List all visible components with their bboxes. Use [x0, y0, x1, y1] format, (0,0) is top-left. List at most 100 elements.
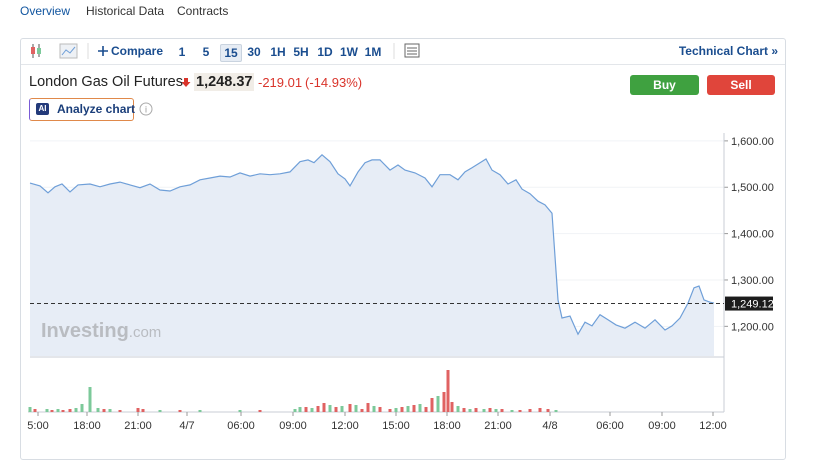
- volume-bar: [474, 408, 478, 412]
- volume-bar: [328, 405, 332, 412]
- volume-bar: [56, 409, 60, 412]
- info-icon[interactable]: [139, 102, 153, 116]
- toolbar-divider: [21, 64, 785, 65]
- interval-button[interactable]: 5H: [293, 45, 309, 59]
- down-arrow: [181, 78, 191, 87]
- x-tick-label: 15:00: [382, 420, 410, 432]
- watermark-brand: Investing: [41, 320, 129, 342]
- last-price-label: 1,249.12: [731, 299, 774, 311]
- volume-bar: [518, 410, 522, 412]
- volume-bar: [28, 407, 32, 412]
- interval-button[interactable]: 1H: [270, 45, 286, 59]
- y-tick-label: 1,300.00: [731, 275, 774, 287]
- volume-bar: [118, 410, 122, 412]
- volume-bar: [102, 409, 106, 412]
- watermark: Investing.com: [41, 320, 161, 342]
- table-icon[interactable]: [404, 43, 420, 58]
- volume-bar: [546, 409, 550, 412]
- volume-bar: [430, 398, 434, 412]
- price-change-percent: (-14.93%): [305, 75, 363, 90]
- volume-bar: [412, 405, 416, 412]
- chart: 1,200.00 1,300.00 1,400.00 1,500.00 1,600.00…: [27, 133, 774, 432]
- volume-bar: [424, 407, 428, 412]
- x-tick-label: 09:00: [279, 420, 307, 432]
- volume-bar: [141, 409, 145, 412]
- x-tick-label: 4/8: [542, 420, 557, 432]
- volume-bar: [178, 410, 182, 412]
- interval-button[interactable]: 5: [202, 45, 210, 59]
- volume-bar: [366, 403, 370, 412]
- volume-bar: [442, 392, 446, 412]
- candle-icon[interactable]: [31, 44, 41, 58]
- volume-bar: [372, 406, 376, 412]
- volume-bar: [500, 409, 504, 412]
- info-glyph: i: [145, 105, 147, 115]
- volume-bar: [258, 410, 262, 412]
- volume-bar: [482, 409, 486, 412]
- volume-bar: [418, 404, 422, 412]
- volume-bar: [316, 406, 320, 412]
- plus-icon: [98, 46, 108, 56]
- volume-bar: [528, 409, 532, 412]
- analyze-label: Analyze chart: [57, 102, 136, 116]
- interval-button[interactable]: 15: [220, 44, 242, 62]
- volume-bar: [348, 404, 352, 412]
- volume-bar: [45, 409, 49, 412]
- tab[interactable]: Historical Data: [86, 4, 165, 18]
- volume-bar: [378, 407, 382, 412]
- price-change: -219.01: [258, 75, 303, 90]
- buy-button[interactable]: Buy: [630, 75, 699, 95]
- volume-bar: [80, 404, 84, 412]
- volume-bar: [61, 410, 65, 412]
- instrument-name: London Gas Oil Futures: [29, 74, 183, 90]
- volume-bar: [450, 402, 454, 412]
- volume-bar: [494, 409, 498, 412]
- last-price-box: [725, 296, 773, 311]
- volume-bar: [304, 407, 308, 412]
- volume-bar: [322, 403, 326, 412]
- interval-button[interactable]: 1W: [340, 45, 358, 59]
- ai-badge: AI: [36, 103, 49, 115]
- x-tick-label: 18:00: [433, 420, 461, 432]
- volume-bar: [538, 408, 542, 412]
- tab[interactable]: Overview: [20, 4, 71, 18]
- volume-bar: [394, 408, 398, 412]
- technical-chart-link[interactable]: Technical Chart »: [678, 44, 778, 58]
- price-line: [29, 153, 715, 336]
- volume-bar: [136, 408, 140, 412]
- x-tick-label: 4/7: [179, 420, 194, 432]
- x-tick-label: 21:00: [484, 420, 512, 432]
- sell-button[interactable]: Sell: [707, 75, 775, 95]
- x-tick-label: 06:00: [596, 420, 624, 432]
- interval-button[interactable]: 1M: [364, 45, 382, 59]
- area-icon[interactable]: [59, 43, 78, 59]
- interval-button[interactable]: 1: [178, 45, 186, 59]
- y-tick-label: 1,200.00: [731, 321, 774, 333]
- volume-bar: [456, 406, 460, 412]
- volume-bar: [238, 410, 242, 412]
- x-tick-label: 06:00: [227, 420, 255, 432]
- interval-button[interactable]: 30: [247, 45, 261, 59]
- tab[interactable]: Contracts: [177, 4, 229, 18]
- volume-bar: [96, 408, 100, 412]
- volume-bar: [50, 410, 54, 412]
- x-tick-label: 21:00: [124, 420, 152, 432]
- x-tick-label: 12:00: [331, 420, 359, 432]
- volume-bar: [334, 407, 338, 412]
- volume-bar: [158, 410, 162, 412]
- volume-bar: [33, 409, 37, 412]
- volume-bar: [436, 396, 440, 412]
- volume-bar: [310, 408, 314, 412]
- volume-bar: [388, 409, 392, 412]
- analyze-button[interactable]: [29, 98, 134, 121]
- volume-bar: [74, 408, 78, 412]
- volume-bar: [360, 409, 364, 412]
- icons: i: [31, 43, 420, 116]
- volume-bar: [68, 409, 72, 412]
- interval-button[interactable]: 1D: [317, 45, 333, 59]
- volume-bar: [488, 408, 492, 412]
- y-tick-label: 1,500.00: [731, 182, 774, 194]
- y-tick-label: 1,400.00: [731, 229, 774, 241]
- compare-button[interactable]: Compare: [111, 44, 164, 58]
- price-area: [30, 154, 714, 356]
